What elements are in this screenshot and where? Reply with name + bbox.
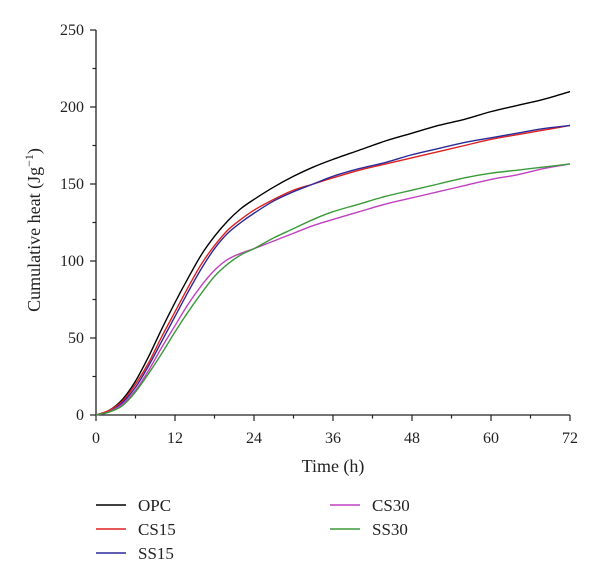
- legend-label-cs15: CS15: [138, 520, 176, 539]
- series-layer: [95, 90, 571, 416]
- series-line-ss30: [95, 163, 571, 416]
- y-tick-label: 250: [60, 22, 84, 39]
- y-tick-label: 200: [60, 99, 84, 116]
- y-tick-label: 50: [68, 330, 84, 347]
- x-axis-label: Time (h): [302, 456, 365, 477]
- y-tick-label: 150: [60, 176, 84, 193]
- x-tick-label: 36: [325, 430, 341, 447]
- legend: OPC CS15 SS15 CS30 SS30: [96, 496, 410, 563]
- y-axis-label-close: ): [24, 148, 45, 154]
- series-line-cs15: [95, 124, 571, 416]
- legend-label-opc: OPC: [138, 496, 171, 515]
- series-line-opc: [95, 90, 571, 416]
- x-tick-label: 12: [167, 430, 183, 447]
- x-tick-label: 60: [483, 430, 499, 447]
- y-axis-label: Cumulative heat (Jg−1): [22, 148, 45, 312]
- y-axis-label-superscript: −1: [22, 154, 36, 167]
- axes: 0 12 24 36 48 60 72 0 50 100 150 200 250: [60, 22, 578, 447]
- y-axis-label-text: Cumulative heat (Jg: [24, 167, 45, 312]
- legend-label-ss15: SS15: [138, 544, 174, 563]
- x-tick-label: 0: [92, 430, 100, 447]
- x-tick-label: 24: [246, 430, 262, 447]
- legend-label-cs30: CS30: [372, 496, 410, 515]
- series-line-ss15: [95, 124, 571, 416]
- x-tick-label: 48: [404, 430, 420, 447]
- y-tick-label: 0: [76, 407, 84, 424]
- x-tick-label: 72: [562, 430, 578, 447]
- series-line-cs30: [95, 163, 571, 416]
- y-tick-label: 100: [60, 253, 84, 270]
- legend-label-ss30: SS30: [372, 520, 408, 539]
